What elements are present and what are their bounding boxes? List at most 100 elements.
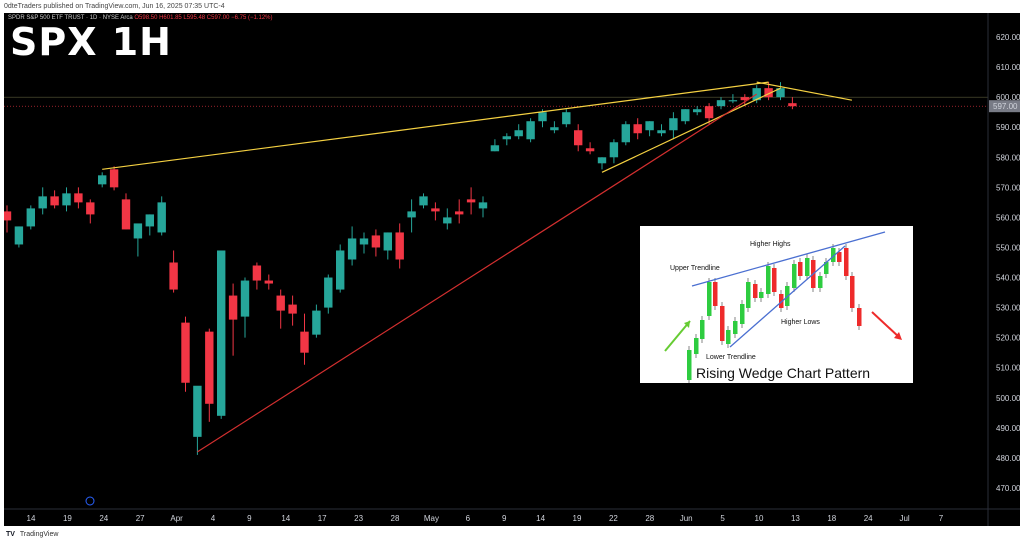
y-tick-label: 470.00	[996, 484, 1020, 493]
inset-candle	[694, 338, 699, 354]
candle-body	[14, 226, 24, 245]
candle-body	[466, 199, 476, 203]
upper-trendline-label: Upper Trendline	[670, 265, 720, 272]
inset-up-arrowhead-icon	[684, 321, 690, 328]
candle-body	[50, 196, 59, 206]
candle-body	[407, 211, 416, 218]
inset-candle	[805, 258, 810, 276]
candle-body	[205, 331, 214, 404]
candle-body	[240, 280, 250, 317]
higher-highs-label: Higher Highs	[750, 241, 791, 248]
x-tick-label: 13	[791, 514, 800, 523]
candle-body	[502, 136, 511, 140]
candle-body	[109, 169, 119, 188]
footer: TV TradingView	[0, 526, 1024, 543]
inset-candle	[837, 252, 842, 262]
inset-candle	[857, 308, 862, 326]
x-tick-label: 7	[939, 514, 944, 523]
y-tick-label: 540.00	[996, 274, 1020, 283]
x-tick-label: 17	[318, 514, 327, 523]
inset-candle	[844, 248, 849, 276]
publisher-text: 0dteTraders published on TradingView.com…	[4, 3, 225, 10]
candle-body	[74, 193, 83, 203]
last-price-label: 597.00	[993, 102, 1018, 111]
inset-candle	[720, 306, 725, 341]
x-tick-label: Apr	[170, 514, 183, 523]
trendlines-layer	[102, 81, 853, 453]
candle-body	[764, 88, 773, 98]
trendline	[601, 87, 781, 173]
candle-body	[359, 238, 369, 245]
x-tick-label: 10	[755, 514, 764, 523]
x-tick-label: 6	[466, 514, 471, 523]
candle-body	[26, 208, 35, 227]
y-tick-label: 520.00	[996, 334, 1020, 343]
candle-body	[419, 196, 428, 206]
tradingview-logo-icon: TV	[6, 531, 15, 538]
candlestick-chart[interactable]: 620.00 610.00 600.00 590.00 580.00 570.00 560.…	[4, 13, 1020, 526]
candle-body	[788, 103, 797, 107]
candle-body	[336, 250, 345, 290]
candle-body	[371, 235, 381, 248]
footer-brand: TradingView	[19, 531, 59, 538]
candle-body	[704, 106, 714, 119]
x-tick-label: 23	[354, 514, 363, 523]
x-tick-label: Jul	[899, 514, 909, 523]
y-tick-label: 490.00	[996, 424, 1020, 433]
inset-down-arrow-icon	[871, 311, 901, 339]
candle-body	[776, 88, 785, 98]
candle-body	[538, 112, 547, 122]
inset-upper-trendline	[691, 231, 886, 287]
grid-layer	[4, 96, 988, 107]
inset-candle	[753, 284, 758, 298]
y-tick-label: 600.00	[996, 93, 1020, 102]
x-tick-label: 5	[720, 514, 725, 523]
candle-body	[621, 124, 630, 143]
inset-down-arrowhead-icon	[894, 332, 902, 340]
candle-body	[562, 112, 571, 125]
lower-trendline-label: Lower Trendline	[706, 354, 756, 361]
candle-body	[38, 196, 47, 209]
candle-body	[645, 121, 654, 131]
candle-body	[62, 193, 71, 206]
candle-body	[157, 202, 166, 233]
y-tick-label: 570.00	[996, 183, 1020, 192]
y-tick-label: 590.00	[996, 123, 1020, 132]
x-tick-label: 14	[281, 514, 290, 523]
inset-caption: Rising Wedge Chart Pattern	[696, 365, 871, 381]
candle-body	[133, 223, 143, 239]
candle-body	[716, 100, 726, 107]
candle-body	[585, 148, 595, 152]
candle-body	[455, 211, 464, 215]
x-tick-label: 14	[27, 514, 36, 523]
y-tick-label: 530.00	[996, 304, 1020, 313]
candle-body	[478, 202, 488, 209]
candle-body	[526, 121, 535, 140]
y-tick-label: 620.00	[996, 33, 1020, 42]
inset-candle	[726, 330, 731, 344]
x-tick-label: 18	[827, 514, 836, 523]
x-tick-label: 19	[573, 514, 582, 523]
y-tick-label: 560.00	[996, 213, 1020, 222]
inset-candle	[850, 276, 855, 308]
x-tick-label: 9	[502, 514, 507, 523]
inset-candle	[746, 282, 751, 308]
candle-body	[681, 109, 690, 122]
higher-lows-label: Higher Lows	[781, 319, 820, 326]
inset-candle	[740, 304, 745, 324]
trendline	[102, 81, 769, 170]
chart-title: SPX 1H	[10, 20, 172, 64]
x-tick-label: 4	[211, 514, 216, 523]
candle-body	[276, 295, 285, 311]
candle-body	[300, 331, 309, 353]
inset-lower-trendline	[729, 245, 846, 348]
candle-body	[121, 199, 131, 230]
x-tick-label: 28	[645, 514, 654, 523]
candles-layer	[4, 82, 797, 455]
candle-body	[193, 385, 202, 437]
candle-body	[86, 202, 95, 215]
ticker-legend: SPDR S&P 500 ETF TRUST · 1D · NYSE Arca …	[8, 15, 273, 21]
inset-candle	[759, 292, 764, 298]
candle-body	[395, 232, 404, 260]
inset-candle	[792, 264, 797, 288]
